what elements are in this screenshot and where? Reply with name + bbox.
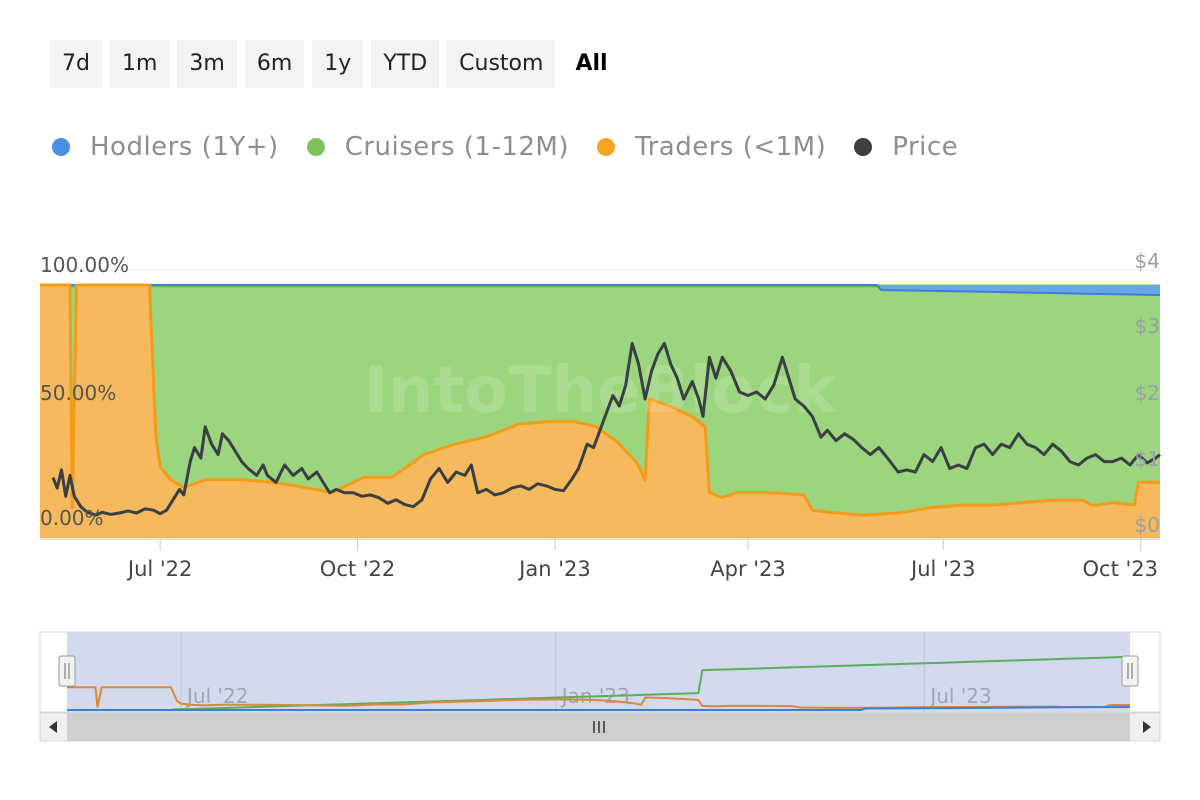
range-button-all[interactable]: All (575, 51, 608, 76)
scroll-right-arrow-icon[interactable] (1143, 721, 1151, 733)
right-axis-label: $3 (1135, 314, 1160, 338)
x-axis-label: Oct '23 (1083, 557, 1158, 581)
watermark-text: IntoTheBlock (364, 354, 837, 428)
legend-item[interactable]: Hodlers (1Y+) (52, 132, 279, 162)
legend-item[interactable]: Cruisers (1-12M) (306, 132, 570, 162)
right-axis-label: $1 (1135, 447, 1160, 471)
range-button-1m[interactable]: 1m (109, 40, 170, 88)
right-axis-label: $4 (1135, 249, 1160, 273)
right-axis-label: $0 (1135, 513, 1160, 537)
handle-body[interactable] (1121, 655, 1139, 687)
traders-line (40, 283, 1160, 517)
left-axis-label: 50.00% (40, 381, 116, 405)
legend-item[interactable]: Price (854, 132, 958, 162)
right-axis-label: $2 (1135, 381, 1160, 405)
navigator-left-handle[interactable] (58, 655, 76, 687)
legend-label: Price (892, 132, 959, 162)
plot-area: IntoTheBlock 0.00% 50.00% 100.00% $0 $1 $2 $3 $4… (40, 249, 1161, 581)
legend-marker-icon (52, 138, 70, 156)
legend-marker-icon (306, 138, 325, 156)
legend-label: Traders (<1M) (635, 132, 827, 162)
x-axis-label: Jul '22 (126, 557, 193, 581)
legend-item[interactable]: Traders (<1M) (597, 132, 826, 162)
price-line (51, 341, 1161, 517)
range-button-6m[interactable]: 6m (244, 40, 305, 88)
left-axis-label: 0.00% (40, 506, 104, 530)
hodlers-line (40, 284, 1161, 297)
navigator-selection[interactable] (67, 632, 1130, 712)
legend-marker-icon (854, 138, 873, 156)
x-axis-label: Apr '23 (710, 557, 786, 581)
legend-label: Hodlers (1Y+) (90, 132, 279, 162)
x-axis-label: Oct '22 (320, 557, 395, 581)
navigator[interactable]: Jul '22 Jan '23 Jul '23 (39, 631, 1161, 742)
x-axis-label: Jul '23 (909, 557, 976, 581)
scroll-left-arrow-icon[interactable] (49, 721, 57, 733)
range-selector: 7d 1m 3m 6m 1y YTD Custom All (50, 40, 620, 88)
left-axis-label: 100.00% (40, 253, 129, 277)
handle-body[interactable] (58, 655, 76, 687)
navigator-hodlers-line (67, 706, 1131, 711)
range-button-custom[interactable]: Custom (447, 40, 556, 88)
legend-label: Cruisers (1-12M) (344, 132, 570, 162)
navigator-tick-label: Jul '23 (928, 684, 991, 708)
navigator-right-handle[interactable] (1121, 655, 1139, 687)
legend-marker-icon (597, 138, 616, 156)
range-button-3m[interactable]: 3m (177, 40, 237, 88)
chart-legend: Hodlers (1Y+) Cruisers (1-12M) Traders (<1… (52, 132, 958, 162)
traders-area (40, 285, 1160, 538)
range-button-ytd[interactable]: YTD (371, 40, 440, 88)
range-button-1y[interactable]: 1y (312, 40, 364, 88)
x-axis-label: Jan '23 (517, 557, 591, 581)
range-button-7d[interactable]: 7d (50, 40, 102, 88)
